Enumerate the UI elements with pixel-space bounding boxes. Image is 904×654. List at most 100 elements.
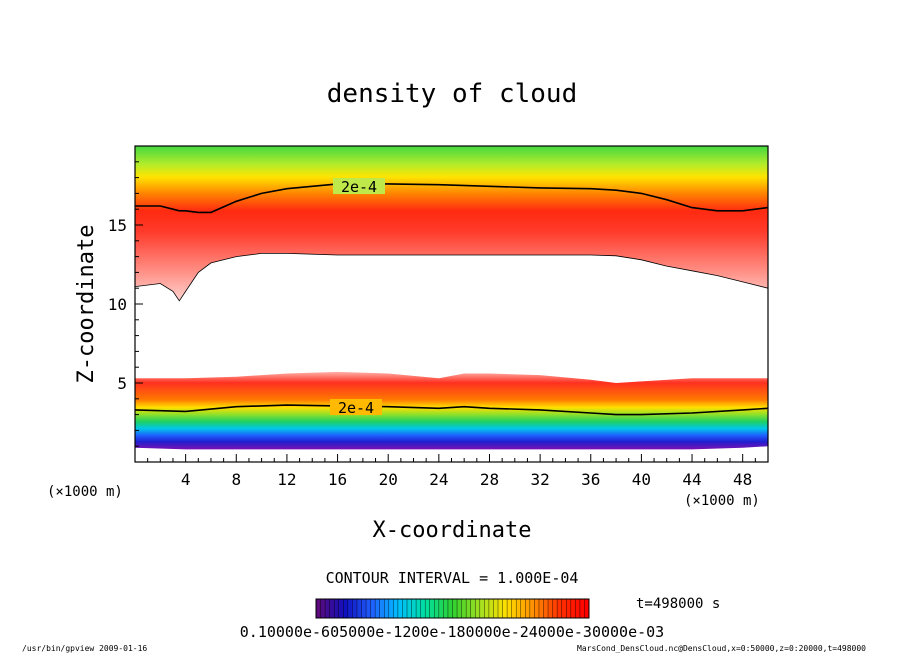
colorbar-cell xyxy=(529,599,535,618)
y-tick-label: 15 xyxy=(108,216,127,235)
contour-label-lower: 2e-4 xyxy=(338,399,374,417)
y-axis-label: Z-coordinate xyxy=(74,225,99,384)
colorbar-cell xyxy=(384,599,390,618)
colorbar-cell xyxy=(375,599,381,618)
colorbar-cell xyxy=(511,599,517,618)
colorbar-cell xyxy=(579,599,585,618)
time-label: t=498000 s xyxy=(636,596,720,612)
x-axis-ticks: 4 8 12 16 20 24 28 32 36 40 44 48 xyxy=(147,454,756,489)
colorbar-cell xyxy=(498,599,503,618)
colorbar-cell xyxy=(507,599,513,618)
colorbar-cell xyxy=(438,599,444,618)
colorbar-cell xyxy=(520,599,526,618)
colorbar-cell xyxy=(516,599,522,618)
footer-right: MarsCond_DensCloud.nc@DensCloud,x=0:5000… xyxy=(577,644,866,653)
colorbar-cell xyxy=(366,599,371,618)
colorbar-labels: 0.10000e-605000e-1200e-180000e-24000e-30… xyxy=(240,623,664,641)
colorbar xyxy=(315,599,590,618)
upper-cloud-layer xyxy=(135,146,768,301)
colorbar-cell xyxy=(538,599,544,618)
y-axis-ticks: 5 10 15 xyxy=(108,161,143,447)
colorbar-cell xyxy=(488,599,494,618)
colorbar-cell xyxy=(397,599,403,618)
colorbar-cell xyxy=(429,599,435,618)
colorbar-cell xyxy=(484,599,490,618)
lower-cloud-layer xyxy=(135,371,768,450)
colorbar-cell xyxy=(470,599,476,618)
colorbar-cell xyxy=(393,599,399,618)
upper-layer-edge xyxy=(135,253,768,302)
colorbar-cell xyxy=(557,599,563,618)
colorbar-cell xyxy=(407,599,412,618)
contour-label-upper: 2e-4 xyxy=(341,178,377,196)
x-tick-label: 4 xyxy=(181,470,191,489)
colorbar-cell xyxy=(461,599,467,618)
x-tick-label: 44 xyxy=(682,470,701,489)
x-tick-label: 28 xyxy=(480,470,499,489)
colorbar-cell xyxy=(548,599,553,618)
colorbar-cell xyxy=(534,599,540,618)
colorbar-cell xyxy=(575,599,581,618)
contour-interval: CONTOUR INTERVAL = 1.000E-04 xyxy=(326,569,579,587)
x-unit-left: (×1000 m) xyxy=(47,484,123,500)
colorbar-cell xyxy=(411,599,417,618)
colorbar-cell xyxy=(402,599,408,618)
colorbar-cell xyxy=(334,599,340,618)
colorbar-cell xyxy=(379,599,385,618)
colorbar-cell xyxy=(370,599,376,618)
colorbar-cell xyxy=(466,599,472,618)
colorbar-cell xyxy=(443,599,449,618)
x-tick-label: 48 xyxy=(733,470,752,489)
colorbar-cell xyxy=(356,599,362,618)
colorbar-cell xyxy=(388,599,394,618)
colorbar-cell xyxy=(584,599,590,618)
colorbar-cell xyxy=(552,599,558,618)
contour-label-bg-upper xyxy=(333,178,385,194)
colorbar-cell xyxy=(347,599,353,618)
chart-title: density of cloud xyxy=(327,79,577,109)
x-tick-label: 16 xyxy=(328,470,347,489)
colorbar-cell xyxy=(457,599,462,618)
colorbar-cell xyxy=(475,599,481,618)
colorbar-cell xyxy=(329,599,335,618)
colorbar-cell xyxy=(434,599,440,618)
colorbar-cell xyxy=(493,599,499,618)
x-unit-right: (×1000 m) xyxy=(684,493,760,509)
colorbar-cell xyxy=(416,599,422,618)
colorbar-cell xyxy=(420,599,426,618)
plot-area xyxy=(135,146,768,450)
colorbar-cell xyxy=(343,599,349,618)
x-tick-label: 24 xyxy=(429,470,448,489)
x-tick-label: 20 xyxy=(379,470,398,489)
x-tick-label: 8 xyxy=(231,470,241,489)
colorbar-cell xyxy=(325,599,331,618)
colorbar-frame xyxy=(315,598,590,619)
colorbar-cell xyxy=(561,599,567,618)
colorbar-cell xyxy=(566,599,572,618)
colorbar-cell xyxy=(452,599,458,618)
upper-contour-line xyxy=(135,183,768,214)
colorbar-cell xyxy=(570,599,576,618)
y-tick-label: 5 xyxy=(117,374,127,393)
y-tick-label: 10 xyxy=(108,295,127,314)
footer-left: /usr/bin/gpview 2009-01-16 xyxy=(22,644,147,653)
x-tick-label: 32 xyxy=(530,470,549,489)
colorbar-cell xyxy=(425,599,431,618)
colorbar-cell xyxy=(447,599,453,618)
colorbar-cell xyxy=(352,599,358,618)
x-axis-label: X-coordinate xyxy=(373,518,532,543)
x-tick-label: 12 xyxy=(277,470,296,489)
colorbar-cell xyxy=(543,599,549,618)
x-tick-label: 40 xyxy=(632,470,651,489)
colorbar-cell xyxy=(338,599,344,618)
colorbar-cell xyxy=(361,599,367,618)
lower-contour-line xyxy=(135,404,768,416)
colorbar-cell xyxy=(525,599,531,618)
colorbar-cell xyxy=(502,599,508,618)
colorbar-cell xyxy=(479,599,485,618)
colorbar-cell xyxy=(316,599,321,618)
contour-label-bg-lower xyxy=(330,399,382,415)
x-tick-label: 36 xyxy=(581,470,600,489)
colorbar-cell xyxy=(320,599,326,618)
